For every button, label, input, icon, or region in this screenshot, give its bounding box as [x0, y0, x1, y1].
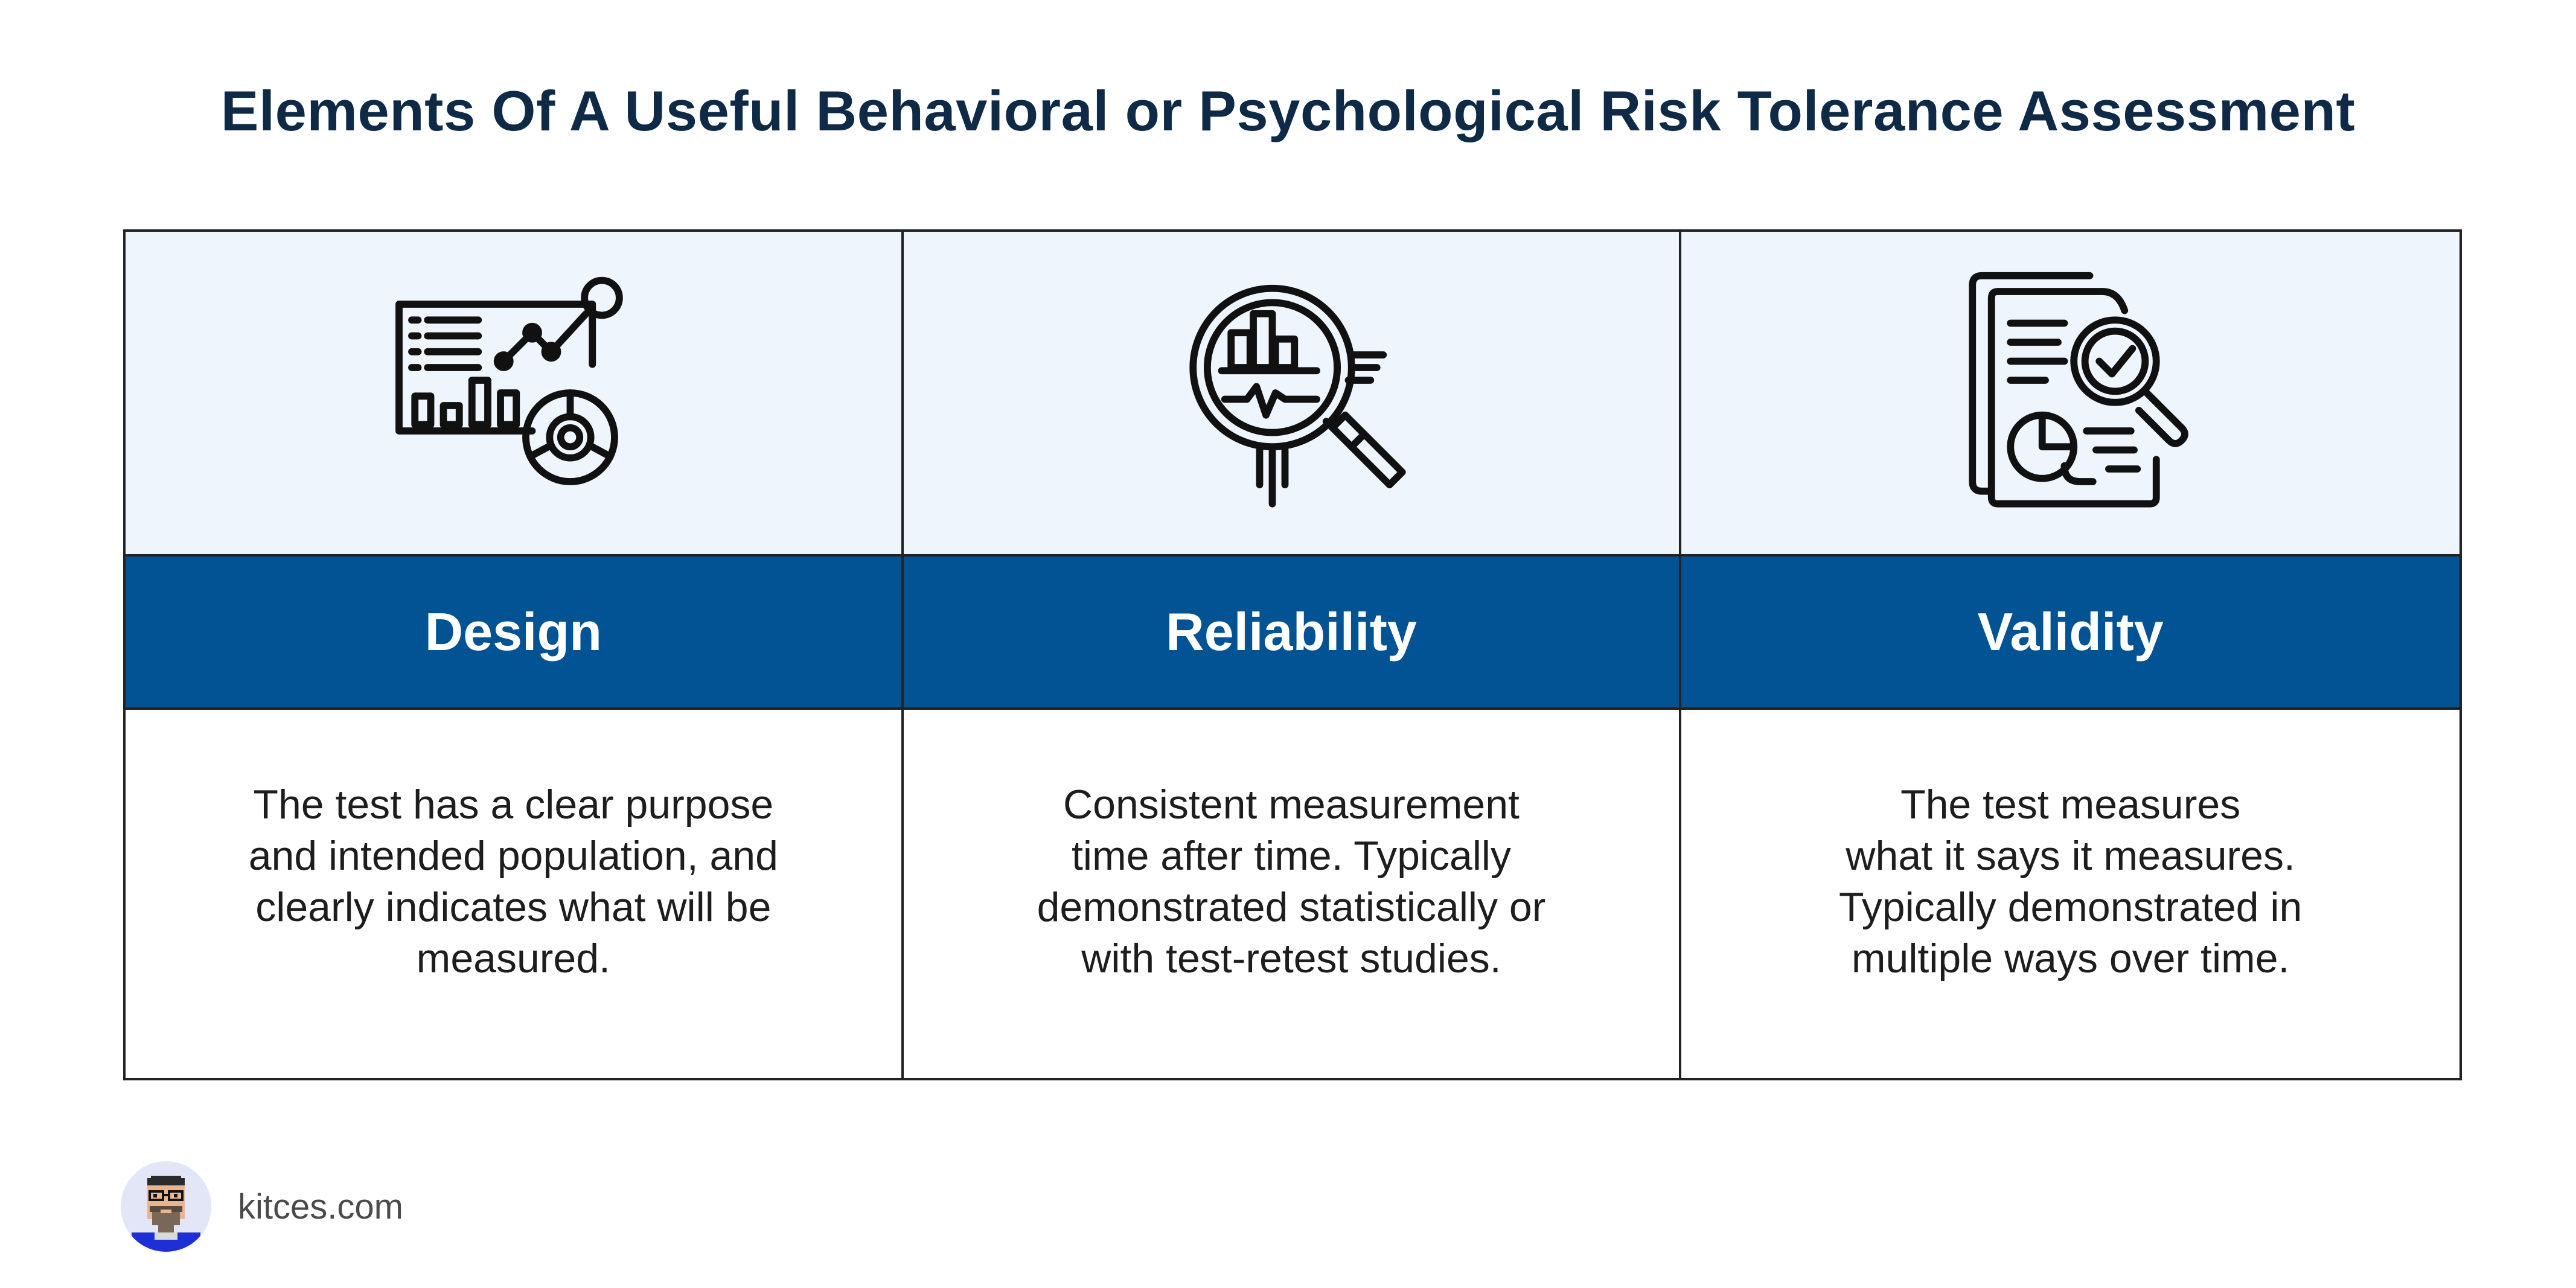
design-icon-cell [126, 232, 904, 554]
heading-validity: Validity [1681, 554, 2459, 710]
validity-description: The test measures what it says it measur… [1839, 782, 2303, 981]
design-description: The test has a clear purpose and intende… [248, 782, 778, 981]
magnifier-chart-icon [1165, 266, 1418, 520]
design-description-cell: The test has a clear purpose and intende… [126, 710, 904, 1078]
validity-description-cell: The test measures what it says it measur… [1681, 710, 2459, 1078]
reliability-description: Consistent measurement time after time. … [1037, 782, 1546, 981]
pixel-avatar-icon [121, 1161, 211, 1252]
page-title: Elements Of A Useful Behavioral or Psych… [220, 79, 2356, 142]
brand-name[interactable]: kitces.com [238, 1187, 403, 1226]
heading-reliability: Reliability [903, 554, 1682, 710]
heading-design: Design [126, 554, 904, 710]
validity-icon-cell [1681, 232, 2459, 554]
dashboard-analytics-icon [386, 266, 640, 520]
reliability-icon-cell [903, 232, 1682, 554]
document-check-icon [1944, 266, 2197, 520]
footer-brand: kitces.com [121, 1161, 403, 1252]
reliability-description-cell: Consistent measurement time after time. … [903, 710, 1682, 1078]
elements-table: Design Reliability Validity The test has… [123, 229, 2462, 1080]
